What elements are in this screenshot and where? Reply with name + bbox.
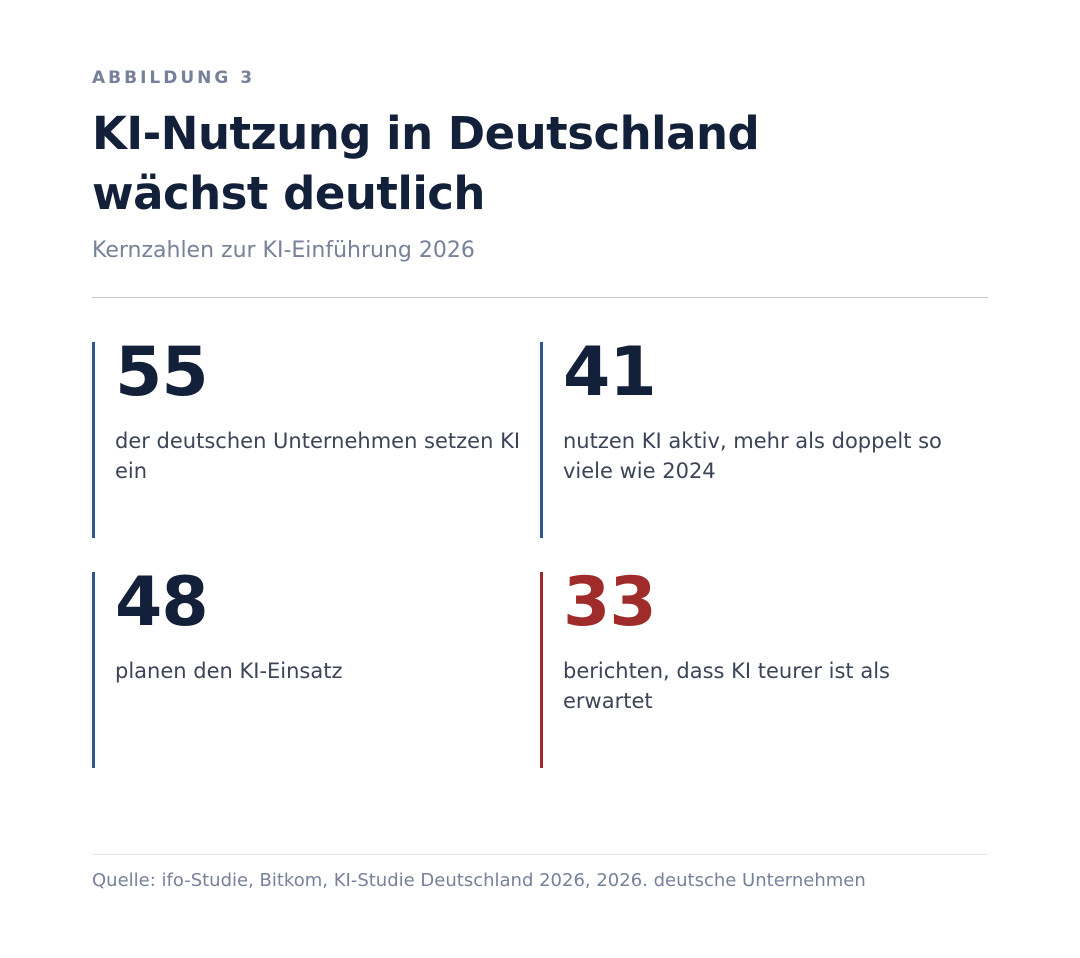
stat-value: 41: [563, 333, 657, 412]
stat-card-ki-teurer-als-erwartet: 33 berichten, dass KI teurer ist als erw…: [540, 568, 970, 768]
stat-label: planen den KI-Einsatz: [115, 659, 343, 683]
footer-divider: [92, 854, 988, 855]
stat-label: der deutschen Unternehmen setzen KI ein: [115, 429, 521, 483]
header-divider: [92, 297, 988, 298]
figure-title-line-1: KI-Nutzung in Deutschland: [92, 107, 760, 160]
stat-value: 55: [115, 333, 209, 412]
figure-eyebrow: ABBILDUNG 3: [92, 68, 256, 88]
figure-card: ABBILDUNG 3 KI-Nutzung in Deutschland wä…: [92, 0, 988, 958]
stat-card-planen-ki-einsatz: 48 planen den KI-Einsatz: [92, 568, 522, 768]
figure-subtitle: Kernzahlen zur KI-Einführung 2026: [92, 238, 475, 263]
stat-label: nutzen KI aktiv, mehr als doppelt so vie…: [563, 429, 942, 483]
stat-value: 48: [115, 563, 209, 642]
stat-label: berichten, dass KI teurer ist als erwart…: [563, 659, 890, 713]
stat-card-unternehmen-setzen-ki-ein: 55 der deutschen Unternehmen setzen KI e…: [92, 338, 522, 538]
source-note: Quelle: ifo-Studie, Bitkom, KI-Studie De…: [92, 870, 866, 891]
figure-title-line-2: wächst deutlich: [92, 167, 485, 220]
stat-value: 33: [563, 563, 657, 642]
stat-card-nutzen-ki-aktiv: 41 nutzen KI aktiv, mehr als doppelt so …: [540, 338, 970, 538]
figure-title: KI-Nutzung in Deutschland wächst deutlic…: [92, 104, 992, 224]
